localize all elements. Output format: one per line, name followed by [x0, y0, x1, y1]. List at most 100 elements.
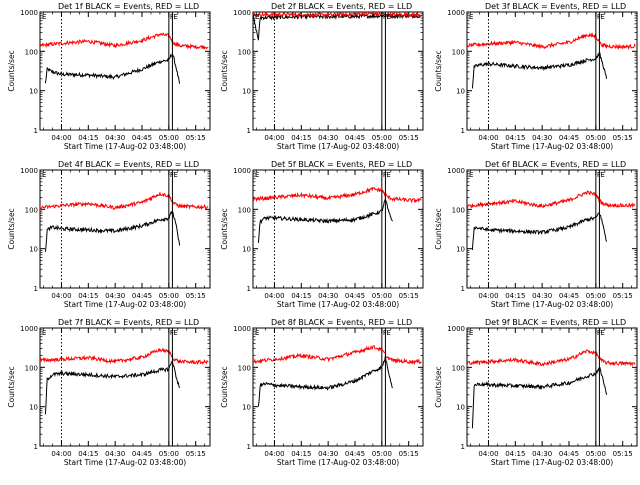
x-tick-label: 05:15	[399, 292, 419, 300]
series-line-events	[253, 12, 422, 41]
x-tick-label: 05:15	[186, 292, 206, 300]
y-axis-label: Counts/sec	[7, 366, 16, 407]
x-tick-label: 04:15	[78, 450, 98, 458]
y-tick-label: 1	[247, 443, 251, 451]
x-tick-label: 05:00	[159, 292, 179, 300]
y-axis-label: Counts/sec	[220, 208, 229, 249]
series-line-lld	[253, 344, 422, 366]
y-tick-label: 100	[25, 206, 38, 214]
marker-label: F	[383, 13, 387, 21]
y-axis-label: Counts/sec	[220, 50, 229, 91]
x-tick-label: 04:30	[318, 292, 338, 300]
chart-panel: Det 2f BLACK = Events, RED = LLD 1 10 100 10…	[220, 2, 424, 151]
plot-frame	[252, 11, 424, 131]
marker-label: F	[170, 171, 174, 179]
series-line-events	[257, 196, 393, 243]
x-tick-label: 04:45	[345, 134, 365, 142]
x-tick-label: 05:00	[372, 134, 392, 142]
y-axis-label: Counts/sec	[220, 366, 229, 407]
series-line-lld	[40, 192, 209, 211]
series-line-lld	[40, 32, 209, 50]
marker-label: E	[469, 171, 473, 179]
y-tick-label: 10	[242, 88, 251, 96]
x-tick-label: 05:15	[399, 450, 419, 458]
marker-label: E	[173, 329, 177, 337]
chart-panel: Det 1f BLACK = Events, RED = LLD 1 10 100 10…	[7, 2, 211, 151]
marker-label: E	[469, 329, 473, 337]
x-tick-label: 04:30	[105, 450, 125, 458]
series-line-lld	[253, 187, 422, 204]
series-group	[467, 190, 636, 251]
marker-label: E	[42, 13, 46, 21]
x-tick-label: 04:15	[78, 134, 98, 142]
x-tick-label: 05:00	[586, 134, 606, 142]
plot-frame	[39, 11, 211, 131]
y-tick-label: 100	[238, 364, 251, 372]
x-tick-label: 04:00	[478, 134, 498, 142]
x-tick-label: 04:45	[345, 292, 365, 300]
x-tick-label: 04:00	[264, 450, 284, 458]
x-tick-label: 05:00	[372, 292, 392, 300]
series-group	[40, 192, 209, 252]
panel-title: Det 3f BLACK = Events, RED = LLD	[485, 2, 626, 11]
x-axis-label: Start Time (17-Aug-02 03:48:00)	[277, 458, 399, 467]
y-tick-label: 1000	[20, 325, 38, 333]
y-tick-label: 1000	[233, 167, 251, 175]
y-tick-label: 1	[247, 127, 251, 135]
y-tick-label: 1000	[233, 325, 251, 333]
y-tick-label: 100	[452, 206, 465, 214]
plot-frame	[252, 327, 424, 447]
x-tick-label: 04:45	[345, 450, 365, 458]
x-tick-label: 04:45	[559, 450, 579, 458]
chart-panel: Det 9f BLACK = Events, RED = LLD 1 10 100 10…	[434, 318, 638, 467]
x-axis-label: Start Time (17-Aug-02 03:48:00)	[64, 458, 186, 467]
y-tick-label: 1	[34, 443, 38, 451]
marker-label: F	[383, 171, 387, 179]
x-tick-label: 04:15	[291, 292, 311, 300]
series-line-events	[44, 210, 181, 252]
y-tick-label: 1000	[447, 9, 465, 17]
x-tick-label: 04:15	[78, 292, 98, 300]
series-line-events	[471, 212, 608, 251]
marker-label: E	[600, 329, 604, 337]
x-tick-label: 05:15	[613, 292, 633, 300]
series-line-lld	[467, 32, 636, 51]
x-tick-label: 04:45	[132, 450, 152, 458]
x-axis-label: Start Time (17-Aug-02 03:48:00)	[64, 300, 186, 309]
y-tick-label: 100	[452, 364, 465, 372]
x-tick-label: 05:00	[159, 450, 179, 458]
x-tick-label: 04:15	[291, 134, 311, 142]
y-tick-label: 1000	[447, 167, 465, 175]
y-tick-label: 1000	[233, 9, 251, 17]
plot-frame	[39, 169, 211, 289]
series-group	[40, 347, 209, 415]
y-tick-label: 1	[461, 127, 465, 135]
plot-frame	[466, 327, 638, 447]
x-tick-label: 04:30	[105, 134, 125, 142]
x-tick-label: 04:30	[318, 450, 338, 458]
series-line-lld	[40, 347, 209, 366]
x-tick-label: 04:45	[559, 134, 579, 142]
series-line-lld	[253, 12, 422, 19]
chart-panel: Det 3f BLACK = Events, RED = LLD 1 10 100 10…	[434, 2, 638, 151]
y-tick-label: 1	[461, 443, 465, 451]
x-tick-label: 04:00	[51, 450, 71, 458]
plot-frame	[252, 169, 424, 289]
series-group	[253, 12, 422, 41]
marker-label: E	[386, 13, 390, 21]
panel-title: Det 6f BLACK = Events, RED = LLD	[485, 160, 626, 169]
series-group	[253, 344, 422, 407]
y-tick-label: 10	[29, 246, 38, 254]
y-axis-label: Counts/sec	[7, 50, 16, 91]
marker-label: E	[42, 329, 46, 337]
series-line-lld	[467, 190, 636, 209]
series-group	[253, 187, 422, 243]
x-tick-label: 05:00	[586, 450, 606, 458]
chart-panel: Det 7f BLACK = Events, RED = LLD 1 10 100 10…	[7, 318, 211, 467]
x-tick-label: 05:00	[159, 134, 179, 142]
x-tick-label: 04:00	[264, 134, 284, 142]
panel-title: Det 2f BLACK = Events, RED = LLD	[271, 2, 412, 11]
x-tick-label: 04:00	[51, 134, 71, 142]
x-tick-label: 04:30	[532, 292, 552, 300]
